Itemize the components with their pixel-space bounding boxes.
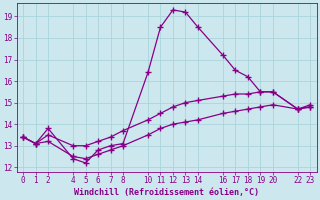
X-axis label: Windchill (Refroidissement éolien,°C): Windchill (Refroidissement éolien,°C) xyxy=(74,188,259,197)
